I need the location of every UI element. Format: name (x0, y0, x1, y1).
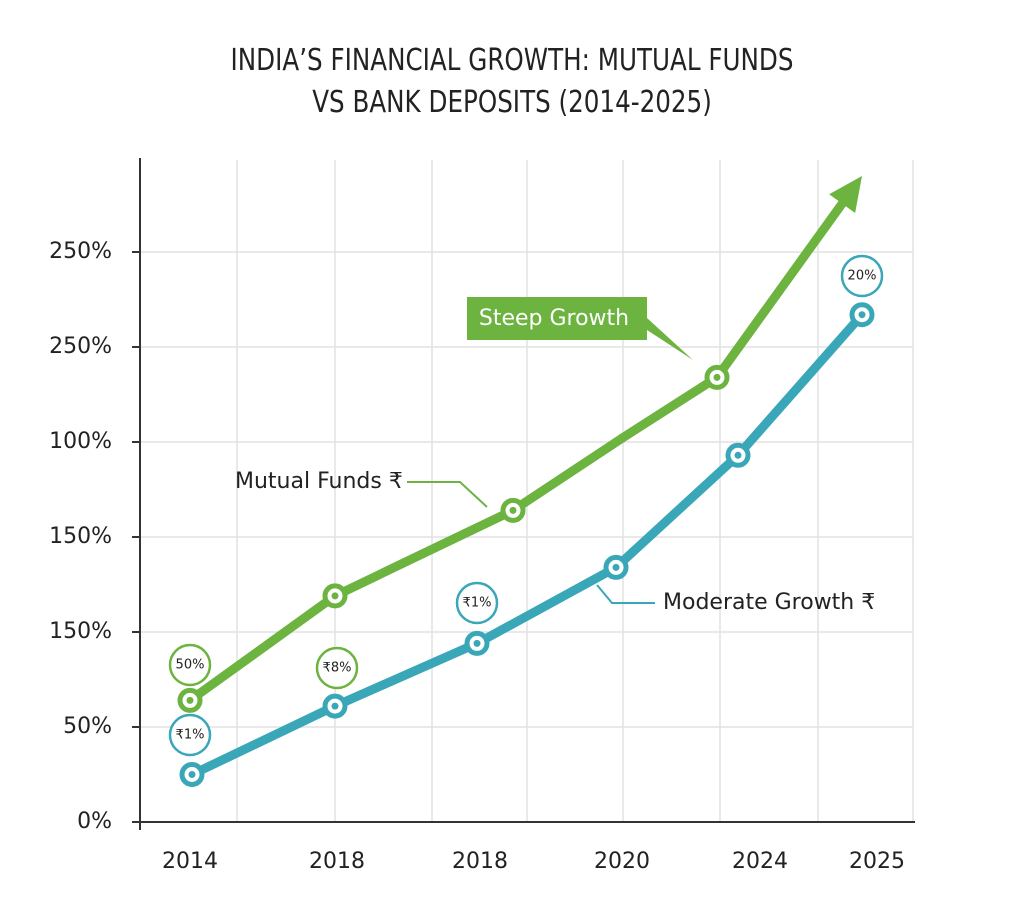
marker-dot (331, 592, 339, 600)
label-bubble (315, 646, 359, 690)
y-tick-label: 250% (49, 239, 112, 264)
y-tick-label: 150% (49, 524, 112, 549)
marker-dot (331, 702, 339, 710)
series-line (187, 310, 867, 779)
point-marker (725, 442, 751, 468)
series-label: Moderate Growth ₹ (663, 590, 875, 615)
bubble-label: ₹1% (176, 728, 205, 743)
x-tick-label: 2020 (594, 849, 650, 874)
y-tick-label: 150% (49, 619, 112, 644)
marker-dot (186, 696, 194, 704)
x-tick-label: 2025 (849, 849, 905, 874)
marker-dot (188, 771, 196, 778)
label-bubble (168, 643, 212, 687)
label-bubble (455, 581, 499, 625)
point-marker (500, 497, 526, 523)
x-tick-label: 2018 (309, 849, 365, 874)
bubble-label: 20% (848, 269, 877, 284)
x-tick-label: 2024 (732, 849, 788, 874)
y-tick-label: 50% (63, 714, 112, 739)
series-label: Mutual Funds ₹ (235, 469, 403, 494)
point-marker (322, 583, 348, 609)
label-bubble (840, 254, 884, 298)
x-tick-label: 2014 (162, 849, 218, 874)
marker-dot (858, 311, 866, 319)
marker-dot (713, 373, 721, 381)
point-marker (603, 554, 629, 580)
label-connector (407, 481, 488, 508)
marker-dot (509, 506, 517, 514)
arrow-head (829, 176, 862, 213)
point-marker (464, 630, 490, 656)
callout-text: Steep Growth (479, 306, 629, 331)
y-tick-label: 100% (49, 429, 112, 454)
point-marker (179, 762, 205, 787)
label-connector (596, 584, 655, 604)
bubble-label: 50% (176, 658, 205, 673)
callout-box (467, 297, 693, 360)
y-tick-label: 0% (77, 809, 112, 834)
point-marker (177, 687, 203, 713)
marker-dot (473, 639, 481, 647)
series-line (185, 189, 854, 705)
point-marker (704, 364, 730, 390)
bubble-label: ₹1% (463, 596, 492, 611)
chart-title: INDIA’S FINANCIAL GROWTH: MUTUAL FUNDS V… (230, 43, 794, 120)
point-marker (617, 433, 627, 443)
point-marker (322, 693, 348, 719)
marker-dot (612, 563, 620, 571)
bubble-label: ₹8% (323, 661, 352, 676)
label-bubble (168, 713, 212, 757)
y-tick-label: 250% (49, 334, 112, 359)
x-tick-label: 2018 (452, 849, 508, 874)
marker-dot (734, 451, 742, 459)
point-marker (849, 302, 875, 328)
